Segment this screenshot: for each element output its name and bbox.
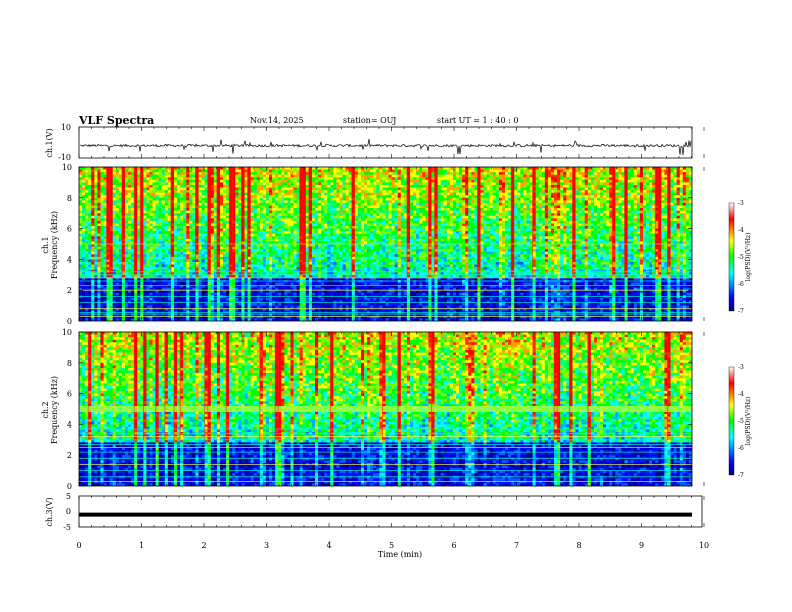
ch1-spec-ylabel-channel: ch.1 bbox=[41, 236, 50, 253]
ch1-spectrogram-panel bbox=[79, 167, 692, 321]
x-tick-label: 4 bbox=[326, 541, 331, 550]
figure-title: VLF Spectra bbox=[78, 114, 154, 127]
x-tick-label: 0 bbox=[76, 541, 81, 550]
x-tick-label: 2 bbox=[201, 541, 206, 550]
colorbar-tick-label: -7 bbox=[738, 472, 744, 479]
x-tick-label: 3 bbox=[264, 541, 269, 550]
ch2-spec-ylabel-channel: ch.2 bbox=[41, 401, 50, 418]
ch1-colorbar-label: log(PSD)(V²/Hz) bbox=[745, 233, 752, 282]
x-axis-label: Time (min) bbox=[378, 550, 422, 559]
colorbar-tick-label: -5 bbox=[738, 254, 744, 261]
ch3-ylabel: ch.3(V) bbox=[45, 497, 54, 526]
spec-y-tick-label: 2 bbox=[67, 451, 72, 460]
ch1-waveform-frame bbox=[78, 126, 693, 159]
spec-y-tick-label: 6 bbox=[67, 225, 72, 234]
x-tick-label: 9 bbox=[639, 541, 644, 550]
x-tick-label: 7 bbox=[514, 541, 519, 550]
ch3-waveform-frame bbox=[78, 495, 703, 528]
ch2-colorbar: log(PSD)(V²/Hz) -3 -4 -5 -6 -7 bbox=[728, 364, 752, 479]
ch3-y-tick-label: 0 bbox=[66, 507, 71, 516]
colorbar-tick-label: -3 bbox=[738, 200, 744, 207]
colorbar-tick-label: -7 bbox=[738, 308, 744, 315]
ch1-y-tick-label: 10 bbox=[61, 123, 71, 132]
spec-y-tick-label: 4 bbox=[67, 255, 72, 264]
ch1-waveform-trace bbox=[79, 138, 692, 156]
colorbar-tick-label: -6 bbox=[738, 281, 744, 288]
ch3-y-tick-label: 5 bbox=[66, 492, 71, 501]
colorbar-tick-label: -6 bbox=[738, 445, 744, 452]
spec-y-tick-label: 8 bbox=[67, 359, 72, 368]
spec-y-tick-label: 10 bbox=[62, 328, 72, 337]
colorbar-tick-label: -3 bbox=[738, 364, 744, 371]
ch2-colorbar-label: log(PSD)(V²/Hz) bbox=[745, 397, 752, 446]
station-label: station= OUJ bbox=[343, 116, 396, 125]
spec-y-tick-label: 10 bbox=[62, 163, 72, 172]
ch1-spec-ylabel-freq: Frequency (kHz) bbox=[50, 211, 59, 279]
colorbar-tick-label: -4 bbox=[738, 227, 744, 234]
x-tick-label: 6 bbox=[451, 541, 456, 550]
ch2-spec-ylabel-freq: Frequency (kHz) bbox=[50, 376, 59, 444]
spec-y-tick-label: 6 bbox=[67, 390, 72, 399]
colorbar-tick-label: -5 bbox=[738, 418, 744, 425]
date-label: Nov.14, 2025 bbox=[250, 116, 304, 125]
spec-y-tick-label: 2 bbox=[67, 286, 72, 295]
ch2-spectrogram-panel bbox=[79, 332, 692, 486]
x-tick-label: 8 bbox=[576, 541, 581, 550]
x-tick-label: 5 bbox=[389, 541, 394, 550]
x-tick-label: 1 bbox=[139, 541, 144, 550]
ch1-ylabel: ch.1(V) bbox=[45, 128, 54, 157]
ch1-waveform-panel bbox=[79, 138, 692, 156]
ch1-y-tick-label: -10 bbox=[58, 153, 71, 162]
spec-y-tick-label: 0 bbox=[67, 317, 72, 326]
ch2-spectrogram-frame bbox=[78, 331, 693, 487]
ch1-spectrogram-frame bbox=[78, 166, 693, 322]
ch1-colorbar: log(PSD)(V²/Hz) -3 -4 -5 -6 -7 bbox=[728, 200, 752, 315]
start-time-label: start UT = 1 : 40 : 0 bbox=[437, 116, 518, 125]
spec-y-tick-label: 4 bbox=[67, 420, 72, 429]
x-tick-label: 10 bbox=[699, 541, 709, 550]
spec-y-tick-label: 8 bbox=[67, 194, 72, 203]
spec-y-tick-label: 0 bbox=[67, 482, 72, 491]
ch3-y-tick-label: -5 bbox=[63, 523, 71, 532]
colorbar-tick-label: -4 bbox=[738, 391, 744, 398]
